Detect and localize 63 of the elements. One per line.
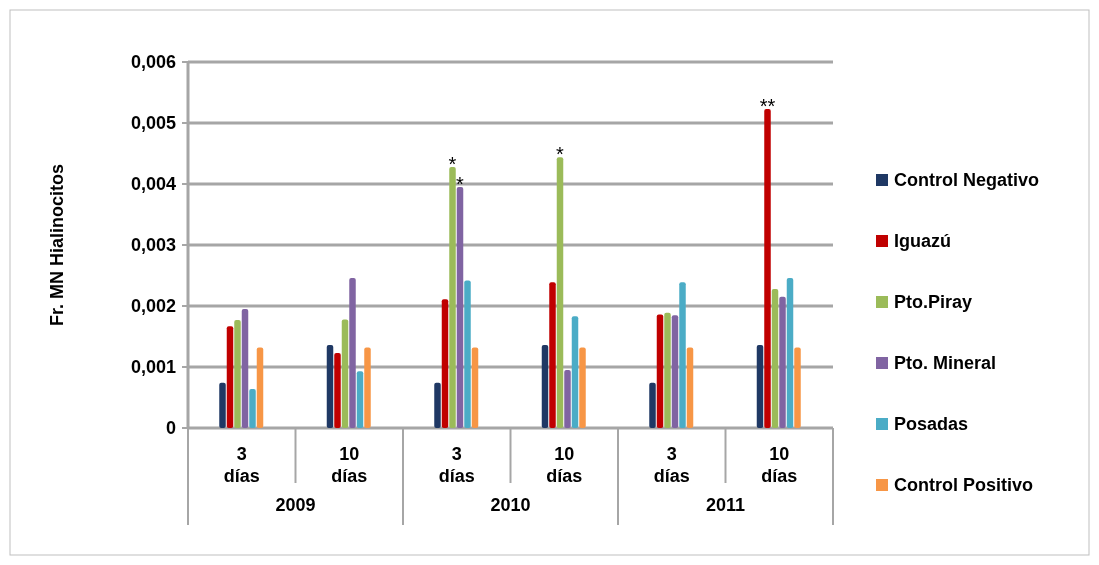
y-tick-label: 0,001 bbox=[130, 357, 176, 378]
bar bbox=[326, 345, 334, 428]
bar bbox=[226, 326, 234, 428]
data-label: * bbox=[448, 152, 457, 175]
legend-label: Posadas bbox=[894, 414, 969, 435]
bar bbox=[686, 347, 694, 428]
legend-label: Pto.Piray bbox=[894, 292, 973, 313]
bar bbox=[579, 347, 586, 428]
bar bbox=[449, 166, 456, 428]
y-tick-label: 0,003 bbox=[130, 235, 176, 256]
bar bbox=[556, 157, 564, 428]
bar bbox=[679, 282, 686, 428]
data-label: * bbox=[556, 143, 565, 166]
bar bbox=[649, 382, 656, 428]
bar bbox=[364, 347, 371, 428]
bar bbox=[456, 187, 464, 428]
bar bbox=[756, 345, 764, 428]
bar bbox=[786, 277, 794, 428]
x-tick-label: 3 días bbox=[223, 444, 260, 486]
x-tick-label: 10 días bbox=[331, 444, 368, 486]
y-axis-title: Fr. MN Hialinocitos bbox=[47, 163, 67, 327]
bar bbox=[549, 282, 556, 428]
bar bbox=[434, 382, 441, 428]
x-tick-label: 10 días bbox=[761, 444, 798, 486]
y-tick-label: 0,002 bbox=[130, 296, 176, 317]
y-tick-label: 0,005 bbox=[130, 113, 176, 134]
bar bbox=[349, 277, 356, 428]
text: 2010 bbox=[490, 495, 531, 515]
bar bbox=[441, 299, 449, 428]
data-label: ** bbox=[759, 94, 776, 117]
bar bbox=[541, 345, 549, 428]
bar bbox=[219, 382, 226, 428]
bar bbox=[234, 320, 241, 428]
bar bbox=[256, 347, 264, 428]
text: 2009 bbox=[275, 495, 316, 515]
bar bbox=[341, 319, 349, 428]
data-label: * bbox=[456, 173, 465, 196]
bar bbox=[671, 315, 679, 428]
bar bbox=[564, 370, 571, 428]
x-tick-label: 3 días bbox=[438, 444, 475, 486]
bar bbox=[664, 312, 671, 428]
y-tick-label: 0,004 bbox=[130, 174, 176, 195]
legend-label: Control Negativo bbox=[894, 170, 1040, 191]
y-tick-label: 0 bbox=[165, 418, 176, 439]
bar bbox=[656, 314, 664, 428]
bar bbox=[471, 347, 479, 428]
y-tick-label: 0,006 bbox=[130, 52, 176, 73]
text: 2011 bbox=[705, 495, 746, 515]
bar bbox=[779, 296, 786, 428]
bar bbox=[771, 288, 779, 428]
bar bbox=[334, 352, 341, 428]
bar bbox=[241, 309, 249, 428]
bar bbox=[794, 347, 801, 428]
x-tick-label: 10 días bbox=[546, 444, 583, 486]
x-tick-label: 3 días bbox=[653, 444, 690, 486]
bar bbox=[249, 388, 256, 428]
bar bbox=[764, 108, 771, 428]
bar bbox=[464, 280, 471, 428]
bar bbox=[356, 371, 364, 428]
legend-label: Iguazú bbox=[894, 231, 951, 252]
bar bbox=[571, 316, 579, 428]
legend-label: Pto. Mineral bbox=[894, 353, 997, 374]
legend-label: Control Positivo bbox=[894, 475, 1033, 496]
